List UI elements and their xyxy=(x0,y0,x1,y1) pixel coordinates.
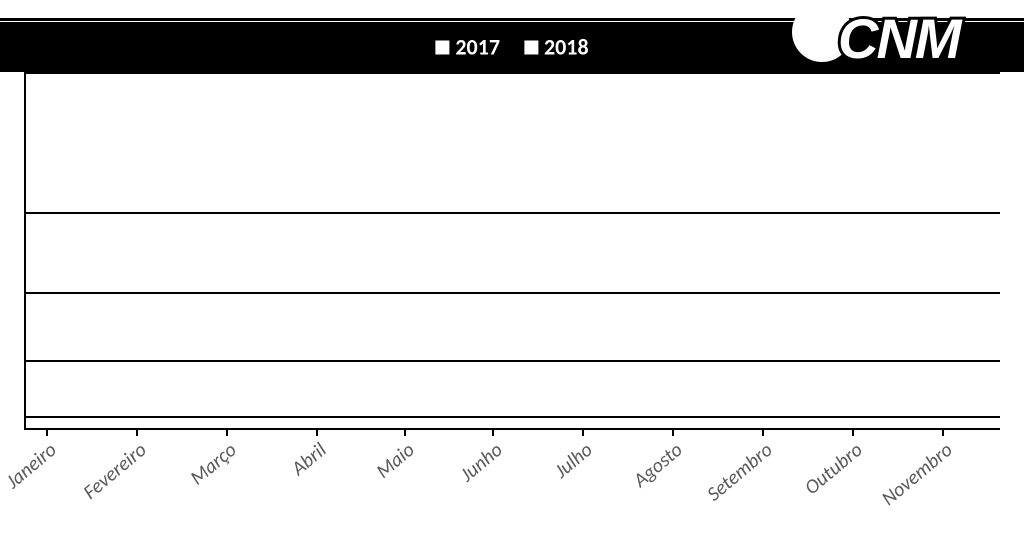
cnm-logo: CNM xyxy=(774,0,1014,70)
chart-root: 2017 2018 CNM Janeiro Fevereiro Março Abril… xyxy=(0,0,1024,534)
gridline xyxy=(24,292,1000,294)
legend-swatch-2017 xyxy=(435,40,449,54)
x-label-maio: Maio xyxy=(372,438,420,484)
x-tick xyxy=(672,428,674,436)
x-tick xyxy=(852,428,854,436)
x-label-agosto: Agosto xyxy=(629,438,688,493)
gridline xyxy=(24,72,1000,74)
cnm-logo-svg: CNM xyxy=(774,0,1014,70)
legend-item-2017: 2017 xyxy=(435,34,500,61)
x-label-abril: Abril xyxy=(287,438,331,481)
svg-text:CNM: CNM xyxy=(838,7,963,70)
legend-label-2018: 2018 xyxy=(544,34,589,61)
plot-area xyxy=(24,72,1000,428)
gridline xyxy=(24,360,1000,362)
x-tick xyxy=(316,428,318,436)
x-tick xyxy=(404,428,406,436)
x-label-setembro: Setembro xyxy=(702,438,777,506)
x-axis: JaneiroFevereiroMarçoAbrilMaioJunhoJulho… xyxy=(24,428,1000,534)
gridline xyxy=(24,416,1000,418)
x-tick xyxy=(226,428,228,436)
x-label-março: Março xyxy=(186,438,242,490)
x-label-novembro: Novembro xyxy=(877,438,957,511)
x-label-fevereiro: Fevereiro xyxy=(79,438,152,505)
legend-label-2017: 2017 xyxy=(455,34,500,61)
x-label-outubro: Outubro xyxy=(800,438,867,500)
x-tick xyxy=(46,428,48,436)
gridline xyxy=(24,212,1000,214)
plot-left-border xyxy=(24,72,26,428)
legend-swatch-2018 xyxy=(524,40,538,54)
x-label-julho: Julho xyxy=(550,438,597,483)
x-tick xyxy=(136,428,138,436)
x-label-janeiro: Janeiro xyxy=(1,438,61,494)
x-tick xyxy=(492,428,494,436)
legend: 2017 2018 xyxy=(435,34,588,61)
legend-item-2018: 2018 xyxy=(524,34,589,61)
x-tick xyxy=(762,428,764,436)
x-label-junho: Junho xyxy=(456,438,508,487)
x-tick xyxy=(942,428,944,436)
x-tick xyxy=(582,428,584,436)
